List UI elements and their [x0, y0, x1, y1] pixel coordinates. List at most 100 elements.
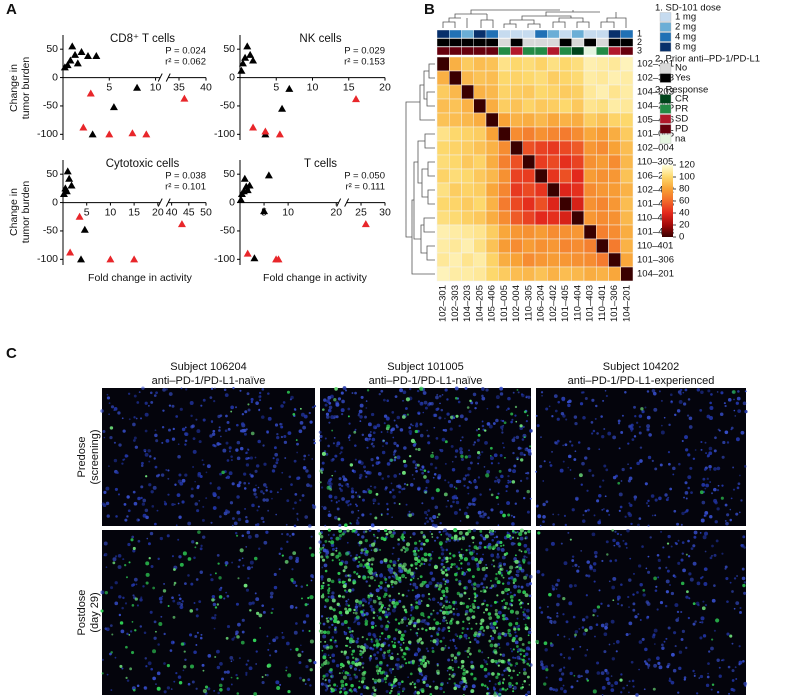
annotation-cell: [534, 38, 548, 47]
immune-cell: [204, 685, 209, 689]
nucleus: [405, 407, 408, 410]
nucleus: [541, 666, 546, 670]
nucleus: [305, 469, 309, 473]
heatmap-cell: [547, 196, 560, 212]
y-tick-label: 50: [46, 168, 58, 180]
annotation-cell: [534, 46, 548, 56]
nucleus: [388, 576, 391, 579]
nucleus: [464, 474, 468, 477]
immune-cell: [309, 639, 314, 644]
immune-cell: [504, 601, 509, 606]
nucleus: [281, 423, 283, 425]
immune-cell: [501, 631, 505, 636]
immune-cell: [256, 611, 260, 615]
nucleus: [720, 391, 724, 395]
heatmap-cell: [583, 266, 597, 282]
nucleus: [567, 656, 572, 660]
nucleus: [528, 648, 531, 651]
nucleus: [200, 544, 203, 547]
nucleus: [340, 489, 343, 492]
immune-cell: [387, 620, 389, 623]
immune-cell: [420, 556, 425, 561]
colorbar-label: 120: [679, 160, 695, 171]
immune-cell: [173, 583, 176, 586]
immune-cell: [383, 651, 386, 655]
nucleus: [726, 600, 729, 603]
nucleus: [610, 619, 615, 624]
nucleus: [114, 555, 118, 558]
nucleus: [396, 415, 401, 420]
heatmap-cell: [485, 98, 499, 114]
nucleus: [219, 662, 223, 666]
immune-cell: [319, 640, 322, 643]
immune-cell: [348, 608, 352, 611]
nucleus: [601, 685, 606, 690]
immune-cell: [421, 580, 426, 585]
immune-cell: [640, 407, 644, 411]
heatmap-cell: [522, 238, 536, 254]
legend-label: Yes: [675, 73, 691, 84]
nucleus: [499, 392, 504, 396]
immune-cell: [295, 647, 299, 652]
nucleus: [552, 688, 556, 691]
nucleus: [383, 414, 388, 418]
immune-cell: [385, 615, 388, 619]
nucleus: [556, 417, 560, 421]
legend-swatch: [659, 22, 672, 32]
nucleus: [634, 615, 638, 619]
immune-cell: [214, 655, 217, 658]
data-point: [249, 56, 258, 64]
immune-cell: [402, 642, 405, 644]
immune-cell: [145, 561, 150, 566]
nucleus: [211, 432, 216, 436]
nucleus: [613, 544, 616, 547]
nucleus: [376, 614, 379, 617]
heatmap-cell: [596, 168, 609, 184]
immune-cell: [471, 602, 475, 607]
nucleus: [698, 677, 701, 679]
immune-cell: [134, 597, 138, 601]
immune-cell: [526, 675, 530, 679]
immune-cell: [339, 690, 343, 694]
nucleus: [455, 479, 459, 484]
nucleus: [175, 672, 178, 675]
immune-cell: [485, 586, 489, 589]
immune-cell: [432, 639, 437, 644]
legend-label: 2 mg: [675, 22, 696, 33]
nucleus: [474, 485, 479, 490]
nucleus: [477, 462, 480, 465]
nucleus: [721, 659, 723, 662]
nucleus: [373, 485, 377, 489]
nucleus: [151, 505, 155, 508]
nucleus: [627, 463, 629, 466]
immune-cell: [373, 644, 376, 647]
nucleus: [320, 615, 324, 618]
data-point: [180, 94, 189, 102]
nucleus: [604, 495, 607, 498]
nucleus: [528, 594, 532, 598]
immune-cell: [482, 602, 485, 605]
nucleus: [561, 397, 566, 402]
data-point: [66, 56, 75, 64]
immune-cell: [327, 646, 330, 649]
nucleus: [744, 410, 748, 414]
row-label: 105–406: [637, 115, 674, 126]
nucleus: [545, 407, 549, 411]
immune-cell: [331, 552, 335, 556]
immune-cell: [350, 683, 354, 688]
nucleus: [508, 577, 511, 580]
immune-cell: [502, 682, 505, 685]
nucleus: [693, 535, 697, 539]
nucleus: [348, 422, 351, 425]
immune-cell: [324, 540, 328, 543]
heatmap-cell: [510, 266, 523, 282]
column-label: 110–401: [597, 285, 608, 321]
immune-cell: [373, 533, 375, 536]
immune-cell: [380, 606, 384, 609]
nucleus: [707, 672, 709, 675]
nucleus: [735, 401, 739, 405]
immune-cell: [392, 529, 395, 532]
immune-cell: [473, 587, 477, 591]
nucleus: [296, 518, 299, 521]
nucleus: [651, 459, 654, 463]
